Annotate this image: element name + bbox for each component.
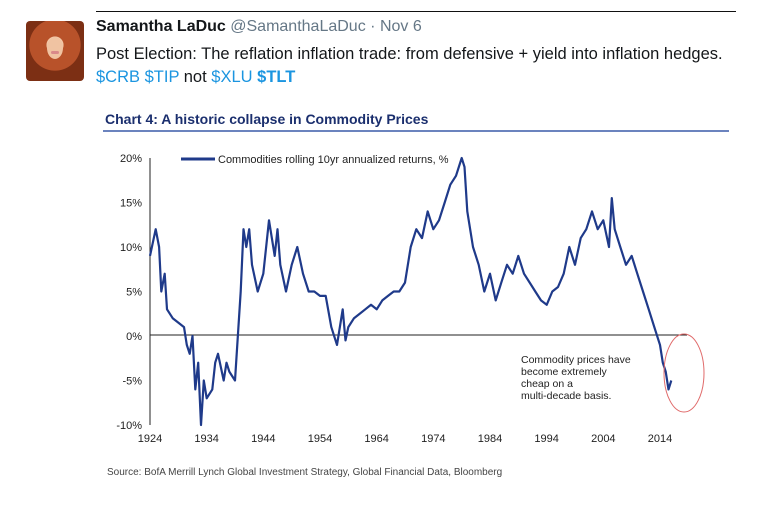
x-tick-label: 1984 [478, 433, 502, 445]
cashtag-xlu[interactable]: $XLU [211, 68, 253, 86]
avatar-face [47, 37, 63, 59]
avatar[interactable] [26, 21, 84, 81]
annotation-line: cheap on a [521, 378, 573, 390]
tweet-header: Samantha LaDuc @SamanthaLaDuc · Nov 6 [96, 18, 422, 36]
timestamp[interactable]: Nov 6 [379, 18, 422, 35]
annotation-line: Commodity prices have [521, 354, 631, 366]
header-separator: · [370, 18, 376, 35]
legend-label: Commodities rolling 10yr annualized retu… [218, 154, 449, 166]
cashtag-tip[interactable]: $TIP [144, 68, 180, 86]
user-handle[interactable]: @SamanthaLaDuc [230, 18, 366, 35]
tweet-body: Post Election: The reflation inflation t… [96, 45, 723, 63]
annotation-line: multi-decade basis. [521, 390, 611, 402]
tweet-not: not [179, 68, 212, 86]
x-tick-label: 1994 [534, 433, 558, 445]
x-tick-label: 1934 [194, 433, 218, 445]
x-tick-label: 2004 [591, 433, 615, 445]
chart-title: Chart 4: A historic collapse in Commodit… [105, 111, 429, 127]
x-tick-label: 1924 [138, 433, 162, 445]
avatar-mouth [51, 51, 59, 54]
commodity-chart: Chart 4: A historic collapse in Commodit… [103, 111, 729, 478]
annotation-line: become extremely [521, 366, 608, 378]
tweet-text: Post Election: The reflation inflation t… [96, 43, 736, 89]
y-tick-label: -5% [122, 376, 142, 388]
series-line [148, 156, 673, 427]
display-name[interactable]: Samantha LaDuc [96, 18, 226, 35]
x-tick-label: 1954 [308, 433, 332, 445]
x-tick-label: 1944 [251, 433, 275, 445]
cashtag-tlt[interactable]: $TLT [257, 68, 296, 86]
x-tick-label: 1974 [421, 433, 445, 445]
cashtag-crb[interactable]: $CRB [96, 68, 141, 86]
x-tick-label: 1964 [364, 433, 388, 445]
y-tick-label: 5% [126, 287, 142, 299]
y-tick-label: -10% [116, 420, 142, 432]
y-tick-label: 0% [126, 331, 142, 343]
x-tick-labels: 1924 1934 1944 1954 1964 1974 1984 1994 2004 2014 [138, 433, 672, 445]
y-tick-label: 20% [120, 153, 142, 165]
y-tick-label: 10% [120, 242, 142, 254]
x-tick-label: 2014 [648, 433, 672, 445]
highlight-circle [663, 333, 705, 413]
chart-image[interactable]: Chart 4: A historic collapse in Commodit… [97, 98, 729, 490]
top-divider [96, 11, 736, 12]
chart-source: Source: BofA Merrill Lynch Global Invest… [107, 467, 502, 478]
y-tick-labels: 20% 15% 10% 5% 0% -5% -10% [116, 153, 142, 432]
y-tick-label: 15% [120, 198, 142, 210]
